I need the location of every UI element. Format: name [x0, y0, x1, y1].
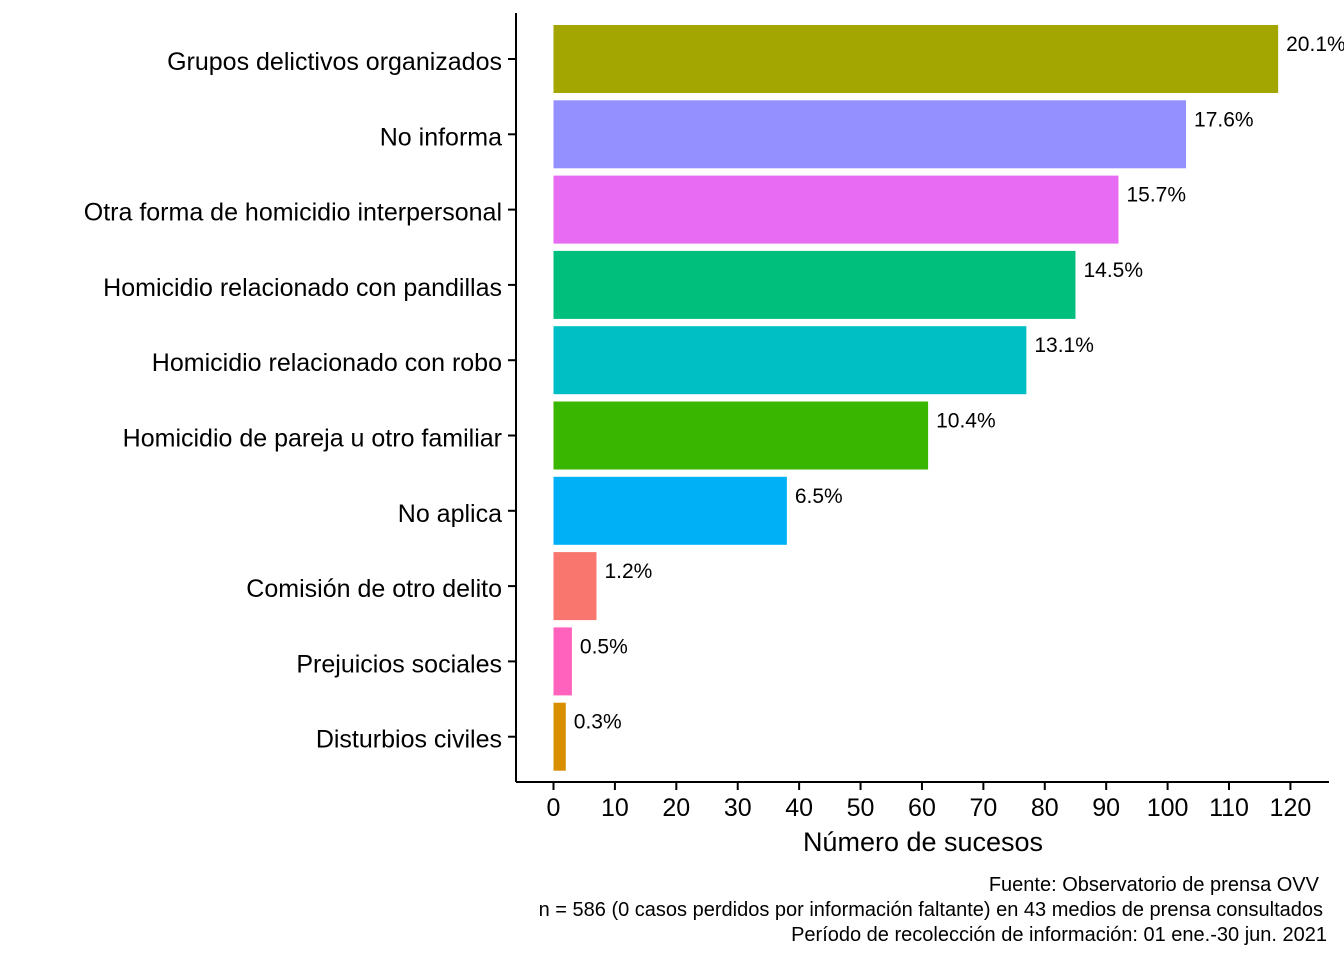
data-label: 15.7% — [1126, 184, 1186, 207]
x-tick-label: 90 — [1092, 794, 1120, 822]
bar — [553, 702, 566, 771]
category-labels: Grupos delictivos organizados No informa O… — [84, 48, 516, 754]
bar — [553, 175, 1119, 244]
x-tick-label: 60 — [908, 794, 936, 822]
bar — [553, 627, 572, 696]
data-label: 13.1% — [1034, 334, 1094, 357]
caption-source: Fuente: Observatorio de prensa OVV — [989, 874, 1320, 896]
bar — [553, 326, 1027, 395]
data-label: 14.5% — [1083, 259, 1143, 282]
x-tick-label: 120 — [1270, 794, 1312, 822]
bar — [553, 552, 597, 621]
bar — [553, 401, 929, 470]
caption: Fuente: Observatorio de prensa OVV n = 5… — [539, 874, 1327, 946]
category-label: Disturbios civiles — [316, 726, 502, 754]
category-label: Comisión de otro delito — [246, 575, 502, 603]
x-tick-label: 40 — [785, 794, 813, 822]
bars-layer — [553, 25, 1279, 771]
x-axis-title: Número de sucesos — [803, 827, 1043, 857]
bar — [553, 476, 787, 545]
data-label: 1.2% — [604, 560, 652, 583]
category-label: No aplica — [398, 500, 502, 528]
data-labels-layer: 20.1% 17.6% 15.7% 14.5% 13.1% 10.4% 6.5% 1.2% 0.… — [574, 33, 1344, 734]
x-tick-label: 0 — [547, 794, 561, 822]
category-label: Homicidio de pareja u otro familiar — [123, 425, 502, 453]
category-label: Otra forma de homicidio interpersonal — [84, 199, 502, 227]
x-tick-label: 20 — [662, 794, 690, 822]
data-label: 20.1% — [1286, 33, 1344, 56]
x-tick-label: 50 — [847, 794, 875, 822]
category-label: Homicidio relacionado con pandillas — [103, 274, 502, 302]
x-tick-label: 30 — [724, 794, 752, 822]
data-label: 17.6% — [1194, 108, 1254, 131]
category-label: Prejuicios sociales — [296, 650, 502, 678]
data-label: 6.5% — [795, 485, 843, 508]
x-tick-marks: 0 10 20 30 40 50 60 70 80 90 100 110 120 — [547, 782, 1312, 822]
caption-period: Período de recolección de información: 0… — [791, 924, 1327, 946]
caption-sample: n = 586 (0 casos perdidos por informació… — [539, 899, 1323, 921]
bar — [553, 250, 1076, 319]
x-tick-label: 80 — [1031, 794, 1059, 822]
category-label: No informa — [380, 123, 502, 151]
data-label: 10.4% — [936, 410, 996, 433]
x-tick-label: 100 — [1147, 794, 1189, 822]
bar — [553, 100, 1187, 169]
bar — [553, 25, 1279, 93]
category-label: Homicidio relacionado con robo — [152, 349, 502, 377]
category-label: Grupos delictivos organizados — [167, 48, 502, 76]
data-label: 0.3% — [574, 711, 622, 734]
x-tick-label: 10 — [601, 794, 629, 822]
x-tick-label: 70 — [969, 794, 997, 822]
data-label: 0.5% — [580, 635, 628, 658]
x-tick-label: 110 — [1209, 794, 1249, 822]
